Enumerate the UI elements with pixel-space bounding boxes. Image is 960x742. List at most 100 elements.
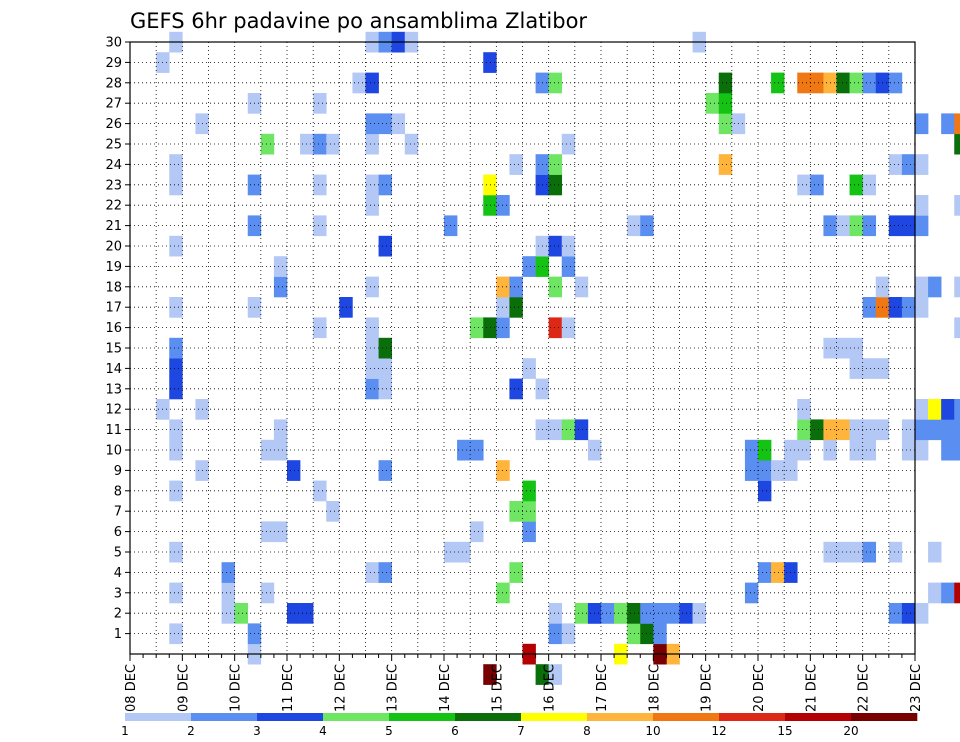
heatmap-cell [313,133,327,155]
y-tick-label: 10 [105,444,122,459]
heatmap-cell [522,521,536,543]
heatmap-cell [313,480,327,502]
heatmap-cell [849,439,863,461]
heatmap-cell [483,664,497,685]
legend-label: 4 [319,724,327,738]
heatmap-cell [509,562,523,583]
heatmap-cell [509,154,523,175]
heatmap-cell [365,317,379,339]
heatmap-cell [509,378,523,400]
heatmap-cell [888,541,903,563]
heatmap-cell [273,256,288,277]
y-tick-label: 27 [105,97,122,112]
heatmap-cell [954,276,960,298]
heatmap-cell [548,623,563,645]
heatmap-cell [836,72,850,94]
heatmap-cell [574,603,589,624]
heatmap-cell [954,419,960,441]
y-tick-label: 15 [105,342,122,357]
heatmap-cell [954,317,960,339]
heatmap-cell [928,276,942,298]
x-tick-label: 13 DEC [386,664,401,712]
heatmap-cell [169,419,183,441]
legend-label: 8 [583,724,591,738]
heatmap-cell [509,297,523,318]
y-tick-label: 7 [114,505,122,520]
heatmap-cell [273,419,288,441]
heatmap-cell [260,439,275,461]
heatmap-cell [797,174,811,196]
x-tick-label: 22 DEC [857,664,872,712]
x-axis: 08 DEC 09 DEC 10 DEC 11 DEC 12 DEC 13 DEC 14 D… [124,654,924,712]
heatmap-cell [169,439,183,461]
heatmap-cell [954,399,960,420]
heatmap-cell [483,195,497,216]
heatmap-cell [378,235,392,257]
y-tick-label: 21 [105,219,122,234]
heatmap-cell [614,603,628,624]
heatmap-cell [470,317,484,339]
y-tick-label: 28 [105,76,122,91]
heatmap-cell [862,419,877,441]
heatmap-cell [313,174,327,196]
legend-swatch [389,713,456,721]
heatmap-cell [915,215,929,237]
legend-label: 5 [385,724,393,738]
heatmap-cell [718,154,733,175]
heatmap-cell [928,541,942,563]
heatmap-cell [234,603,249,624]
heatmap-cell [273,276,288,298]
legend-swatch [191,713,258,721]
heatmap-cell [744,582,759,604]
y-tick-label: 30 [105,36,122,51]
heatmap-cell [561,256,576,277]
y-tick-label: 8 [114,484,122,499]
heatmap-cell [862,358,877,379]
heatmap-cell [169,541,183,563]
y-tick-label: 20 [105,240,122,255]
legend-swatch [323,713,390,721]
heatmap-cell [169,358,183,379]
heatmap-cell [260,582,275,604]
heatmap-cell [548,603,563,624]
heatmap-cell [483,317,497,339]
heatmap-cell [653,603,667,624]
heatmap-cell [365,337,379,359]
heatmap-cell [901,419,916,441]
heatmap-cell [548,154,563,175]
heatmap-cell [273,521,288,543]
heatmap-cell [758,562,772,583]
x-tick-label: 15 DEC [490,664,505,712]
heatmap-cell [169,623,183,645]
heatmap-cell [771,562,785,583]
heatmap-cell [260,133,275,155]
y-tick-label: 18 [105,280,122,295]
heatmap-cell [705,93,720,114]
heatmap-cell [287,603,301,624]
heatmap-cell [509,501,523,522]
heatmap-cell [457,541,471,563]
color-legend: 1 2 3 4 5 6 7 8 10 12 15 20 [121,713,918,738]
heatmap-cell [941,439,955,461]
y-tick-label: 16 [105,321,122,336]
x-tick-label: 19 DEC [700,664,715,712]
legend-label: 6 [451,724,459,738]
y-tick-label: 23 [105,178,122,193]
heatmap-cell [862,215,877,237]
heatmap-cell [365,378,379,400]
heatmap-cell [901,154,916,175]
heatmap-cell [483,174,497,196]
heatmap-cell [718,72,733,94]
heatmap-cell [313,317,327,339]
x-tick-label: 14 DEC [438,664,453,712]
heatmap-cell [888,215,903,237]
heatmap-cell [810,419,824,441]
heatmap-cell [169,378,183,400]
heatmap-cell [836,541,850,563]
heatmap-cell [378,460,392,481]
legend-swatch [653,713,720,721]
heatmap-cell [365,113,379,135]
x-tick-label: 18 DEC [647,664,662,712]
heatmap-cell [548,664,563,685]
